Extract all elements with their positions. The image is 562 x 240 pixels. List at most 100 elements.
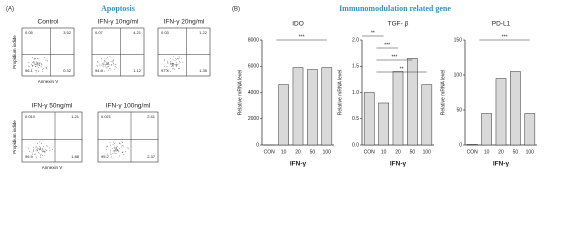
- dot: [169, 58, 171, 60]
- dot: [167, 60, 168, 62]
- dot: [178, 63, 180, 65]
- dot: [113, 150, 115, 152]
- dot: [41, 149, 42, 151]
- quadrant-value: 4.21: [133, 30, 142, 35]
- y-tick-label: 0: [256, 142, 259, 148]
- dot: [107, 146, 108, 147]
- dot: [170, 61, 172, 63]
- dot: [173, 65, 175, 67]
- dot: [179, 61, 180, 62]
- dot: [121, 145, 123, 146]
- quadrant-value: 1.35: [199, 68, 208, 73]
- dot: [32, 64, 34, 66]
- dot: [114, 148, 116, 149]
- dot: [107, 57, 109, 58]
- x-tick-label: 10: [484, 149, 490, 155]
- dot: [175, 57, 176, 59]
- dot: [176, 64, 178, 66]
- dot: [43, 68, 45, 70]
- dot: [36, 63, 38, 65]
- dot: [96, 65, 98, 67]
- dot: [37, 62, 38, 64]
- dot: [174, 68, 175, 70]
- y-tick-label: 2000: [248, 116, 259, 122]
- bar: [481, 113, 492, 146]
- dot: [114, 143, 116, 144]
- dot: [113, 146, 115, 148]
- dot: [116, 150, 118, 152]
- dot: [126, 147, 128, 149]
- dot: [119, 155, 120, 157]
- chart-title: PD-L1: [492, 21, 511, 28]
- x-tick-label: 20: [295, 149, 301, 155]
- y-tick-label: 150: [454, 37, 463, 43]
- quadrant-value: 1.88: [71, 154, 80, 159]
- panel-label: (B): [232, 7, 240, 13]
- x-tick-label: 100: [423, 149, 432, 155]
- dot: [35, 70, 37, 71]
- x-tick-label: 100: [526, 149, 535, 155]
- dot: [112, 153, 114, 154]
- bar: [421, 84, 433, 146]
- x-axis-label: Annexin V: [42, 165, 63, 170]
- dot: [110, 153, 112, 155]
- plot-title: IFN-γ 10ng/ml: [98, 19, 139, 26]
- dot: [106, 66, 108, 68]
- bar: [407, 58, 418, 146]
- dot: [106, 146, 107, 148]
- dot: [107, 63, 109, 65]
- dot: [166, 65, 168, 67]
- dot: [99, 63, 101, 65]
- dot: [38, 70, 40, 72]
- dot: [32, 149, 34, 151]
- dot: [36, 149, 38, 151]
- dot: [42, 149, 44, 151]
- dot: [39, 62, 41, 64]
- dot: [179, 62, 181, 64]
- dot: [33, 61, 35, 63]
- dot: [173, 67, 175, 69]
- dot: [125, 150, 126, 152]
- dot: [115, 149, 117, 151]
- x-tick-label: 10: [281, 149, 287, 155]
- dot: [39, 63, 40, 64]
- y-tick-label: 4000: [248, 90, 259, 96]
- dot: [182, 61, 184, 63]
- quadrant-value: 95.2: [101, 154, 110, 159]
- dot: [115, 147, 117, 149]
- dot: [110, 61, 112, 63]
- dot: [121, 141, 123, 143]
- dot: [49, 147, 51, 149]
- dot: [42, 68, 43, 70]
- dot: [175, 58, 177, 60]
- dot: [36, 148, 38, 150]
- plot-title: IFN-γ 100ng/ml: [106, 103, 151, 110]
- dot: [45, 149, 47, 151]
- dot: [32, 62, 34, 63]
- dot: [173, 55, 175, 57]
- y-axis-label: Relative mRNA level: [237, 70, 243, 116]
- dot: [112, 60, 113, 62]
- y-tick-label: 1.0: [352, 90, 359, 96]
- plot-title: Control: [38, 19, 60, 26]
- bar: [466, 144, 478, 146]
- dot: [31, 65, 33, 67]
- bar: [307, 69, 318, 146]
- dot: [38, 66, 39, 68]
- dot: [108, 63, 109, 64]
- chart-title: TGF- β: [388, 21, 409, 28]
- dot: [37, 147, 39, 149]
- bar: [495, 78, 507, 146]
- dot: [104, 60, 106, 62]
- dot: [122, 152, 124, 154]
- dot: [47, 60, 48, 62]
- dot: [39, 149, 41, 150]
- dot: [41, 63, 42, 65]
- dot: [36, 71, 37, 73]
- quadrant-value: 94.6: [95, 68, 104, 73]
- quadrant-value: 0.010: [25, 114, 36, 119]
- dot: [37, 143, 38, 145]
- dot: [110, 68, 111, 70]
- dot: [36, 150, 38, 152]
- y-axis-label: Relative mRNA level: [440, 70, 446, 116]
